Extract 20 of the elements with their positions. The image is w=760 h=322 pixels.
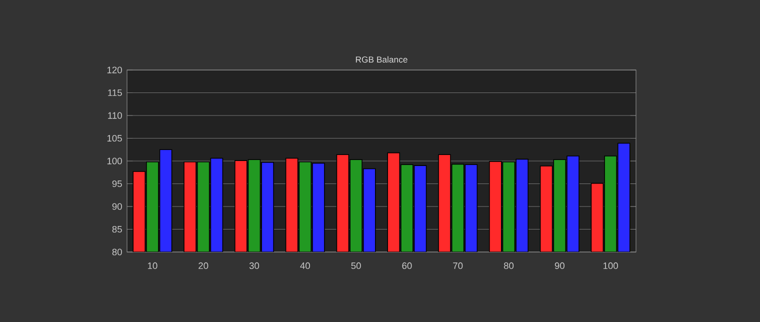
y-tick-label: 80 — [112, 248, 122, 256]
x-tick-label: 60 — [402, 262, 412, 269]
y-tick-label: 100 — [107, 158, 122, 164]
x-tick-label: 90 — [554, 262, 564, 269]
x-tick-label: 100 — [603, 262, 618, 269]
x-tick-label: 50 — [351, 262, 361, 269]
y-tick-label: 115 — [108, 89, 122, 96]
x-tick-label: 30 — [249, 262, 260, 269]
y-tick-label: 110 — [108, 112, 122, 119]
x-tick-label: 80 — [504, 262, 514, 269]
y-tick-label: 120 — [107, 66, 122, 74]
y-tick-label: 95 — [112, 180, 122, 188]
y-tick-label: 105 — [107, 134, 122, 142]
y-tick-label: 85 — [112, 226, 122, 233]
x-tick-label: 10 — [148, 262, 158, 269]
x-tick-label: 40 — [300, 262, 310, 269]
x-tick-label: 20 — [198, 262, 208, 269]
x-tick-label: 70 — [453, 262, 463, 269]
y-tick-label: 90 — [112, 203, 122, 210]
chart-title: RGB Balance — [356, 56, 408, 63]
